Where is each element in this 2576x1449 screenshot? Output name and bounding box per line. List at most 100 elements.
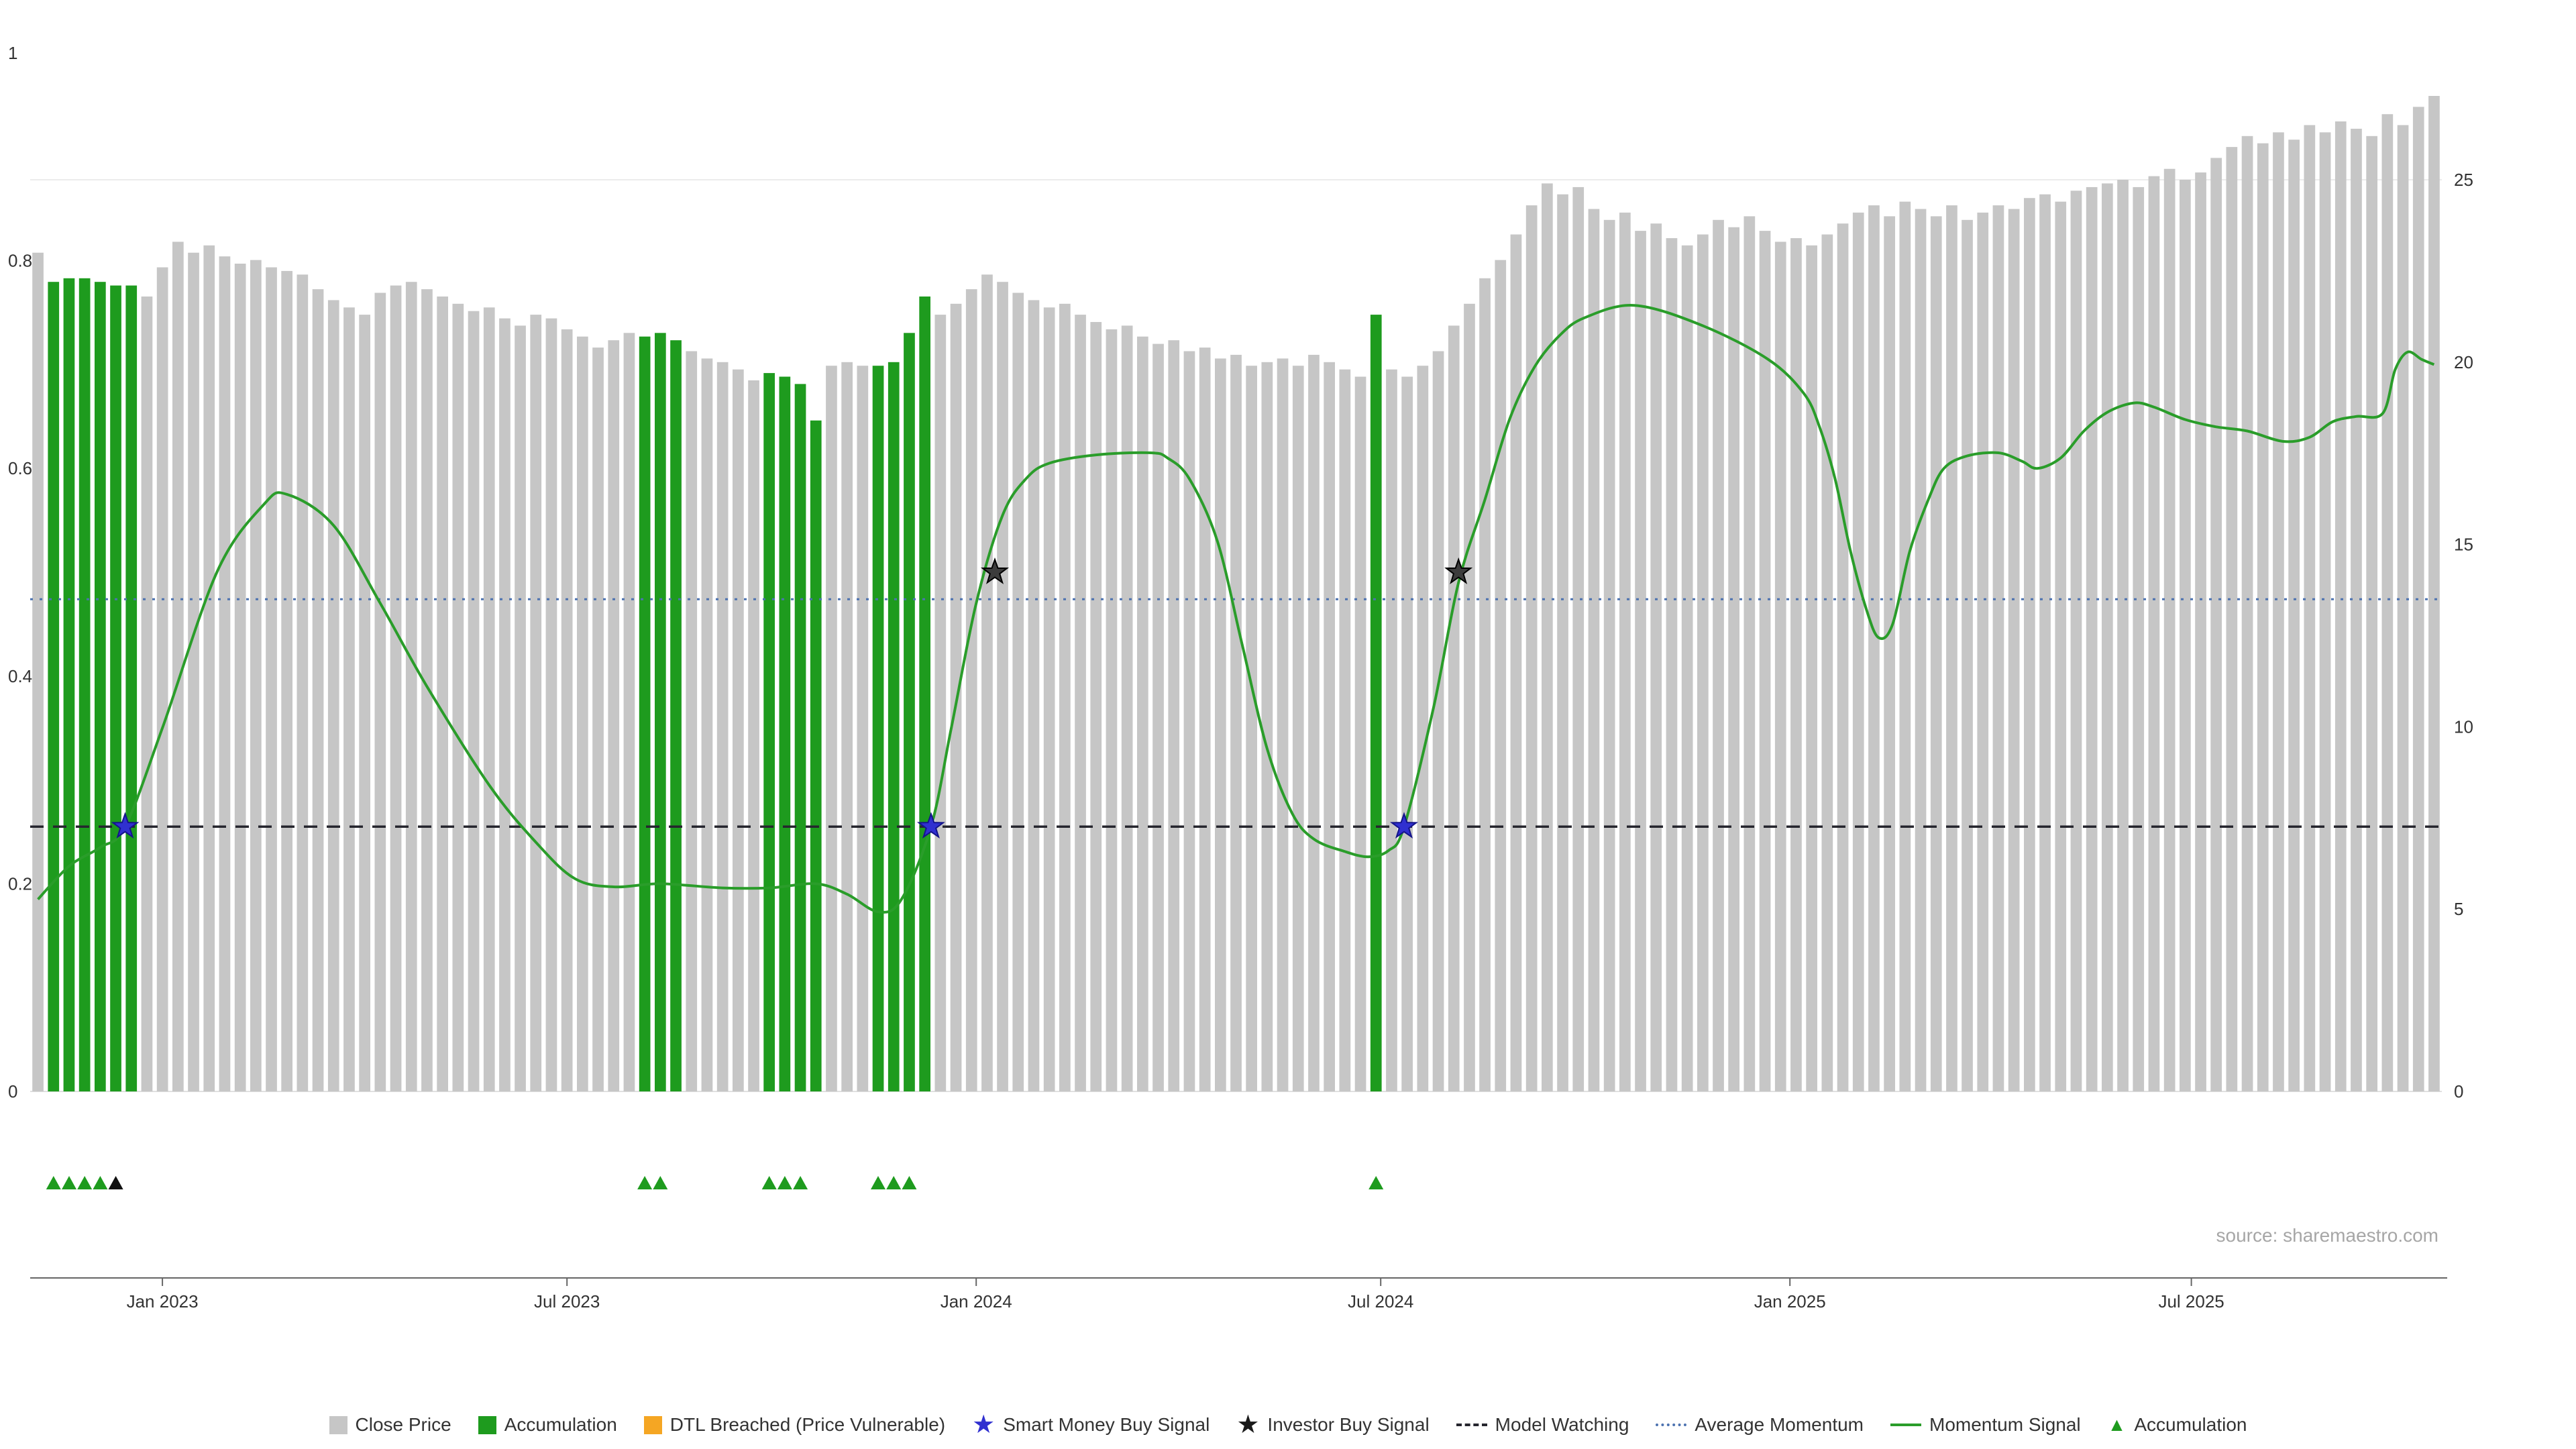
close-price-bar xyxy=(1525,205,1538,1092)
legend-item-accumulation[interactable]: ▲ Accumulation xyxy=(2108,1414,2247,1436)
legend-item-dtl-breached-price-vulnerable[interactable]: DTL Breached (Price Vulnerable) xyxy=(643,1414,945,1436)
accumulation-triangle-marker xyxy=(637,1176,653,1189)
close-price-bar xyxy=(1012,292,1024,1091)
accumulation-triangle-marker xyxy=(871,1176,885,1189)
accumulation-bar xyxy=(794,384,806,1091)
close-price-bar xyxy=(1479,278,1491,1091)
close-price-bar xyxy=(1542,183,1553,1091)
right-axis-tick-label: 20 xyxy=(2454,352,2473,372)
close-price-bar xyxy=(623,333,635,1091)
close-price-bar xyxy=(1028,300,1040,1091)
right-axis-tick-label: 5 xyxy=(2454,899,2463,919)
close-price-bar xyxy=(234,264,246,1091)
legend-item-smart-money-buy-signal[interactable]: ★ Smart Money Buy Signal xyxy=(972,1411,1210,1439)
legend-item-average-momentum[interactable]: Average Momentum xyxy=(1656,1414,1864,1436)
accumulation-triangle-marker xyxy=(46,1176,61,1189)
left-axis-tick-label: 1 xyxy=(8,43,17,63)
legend-item-investor-buy-signal[interactable]: ★ Investor Buy Signal xyxy=(1236,1411,1429,1439)
close-price-bar xyxy=(1697,234,1709,1091)
close-price-bar xyxy=(1308,354,1320,1091)
close-price-bar xyxy=(997,282,1008,1092)
close-price-bar xyxy=(545,318,557,1092)
close-price-bar xyxy=(1759,231,1771,1092)
close-price-bar xyxy=(1821,234,1833,1091)
close-price-bar xyxy=(701,358,713,1091)
close-price-bar xyxy=(1448,325,1460,1091)
legend-star-icon: ★ xyxy=(972,1411,996,1439)
close-price-bar xyxy=(1743,216,1756,1091)
legend-item-close-price[interactable]: Close Price xyxy=(329,1414,451,1436)
close-price-bar xyxy=(1401,376,1413,1091)
close-price-bar xyxy=(1557,194,1568,1092)
close-price-bar xyxy=(327,300,339,1091)
x-axis-tick-label: Jul 2024 xyxy=(1348,1291,1413,1311)
close-price-bar xyxy=(1386,369,1397,1092)
close-price-bar xyxy=(2319,132,2331,1091)
accumulation-bar xyxy=(670,340,682,1092)
close-price-bar xyxy=(1510,234,1522,1091)
accumulation-triangle-marker xyxy=(793,1176,808,1189)
accumulation-bar xyxy=(888,362,900,1091)
close-price-bar xyxy=(2086,186,2098,1091)
accumulation-triangle-marker xyxy=(62,1176,76,1189)
accumulation-bar xyxy=(125,285,138,1092)
close-price-bar xyxy=(1277,358,1289,1091)
legend-item-accumulation[interactable]: Accumulation xyxy=(478,1414,617,1436)
close-price-bar xyxy=(1837,223,1849,1092)
left-axis-tick-label: 0.6 xyxy=(8,458,32,478)
close-price-bar xyxy=(343,307,355,1091)
accumulation-triangle-marker xyxy=(902,1176,917,1189)
close-price-bar xyxy=(219,256,231,1092)
close-price-bar xyxy=(686,351,698,1091)
close-price-bar xyxy=(2241,136,2253,1091)
right-axis-tick-label: 0 xyxy=(2454,1081,2463,1102)
momentum-signal-line xyxy=(37,304,2435,914)
close-price-bar xyxy=(561,329,573,1091)
accumulation-triangle-marker xyxy=(886,1176,902,1189)
close-price-bar xyxy=(2070,191,2082,1091)
accumulation-bar xyxy=(48,282,60,1092)
close-price-bar xyxy=(1728,227,1739,1092)
legend-square-icon xyxy=(643,1415,662,1434)
close-price-bar xyxy=(2381,114,2394,1092)
x-axis-tick-label: Jan 2024 xyxy=(941,1291,1012,1311)
legend-item-label: Average Momentum xyxy=(1695,1414,1864,1435)
accumulation-bar xyxy=(63,278,75,1091)
legend-item-momentum-signal[interactable]: Momentum Signal xyxy=(1890,1414,2081,1436)
close-price-bar xyxy=(1121,325,1133,1091)
close-price-bar xyxy=(515,325,526,1091)
legend-star-icon: ★ xyxy=(1236,1411,1260,1439)
close-price-bar xyxy=(1603,219,1615,1091)
close-price-bar xyxy=(1899,201,1911,1092)
legend-item-label: Model Watching xyxy=(1495,1414,1629,1435)
x-axis-tick-label: Jan 2023 xyxy=(127,1291,199,1311)
close-price-bar xyxy=(172,241,184,1091)
close-price-bar xyxy=(1790,238,1802,1091)
close-price-bar xyxy=(2008,209,2020,1091)
x-axis-tick-label: Jan 2025 xyxy=(1754,1291,1826,1311)
accumulation-triangle-marker xyxy=(761,1176,777,1189)
close-price-bar xyxy=(1354,376,1366,1091)
close-price-bar xyxy=(857,366,869,1092)
accumulation-triangle-marker xyxy=(1368,1176,1384,1189)
close-price-bar xyxy=(1246,366,1257,1092)
close-price-bar xyxy=(2257,143,2269,1092)
accumulation-bar xyxy=(110,285,121,1092)
close-price-bar xyxy=(2334,121,2347,1091)
smart-money-buy-star-marker xyxy=(916,812,945,839)
close-price-bar xyxy=(1059,303,1071,1091)
close-price-bar xyxy=(2273,132,2284,1091)
legend-item-model-watching[interactable]: Model Watching xyxy=(1456,1414,1629,1436)
close-price-bar xyxy=(1137,336,1148,1092)
accumulation-bar xyxy=(655,333,666,1091)
dark-triangle-marker xyxy=(108,1176,123,1189)
close-price-bar xyxy=(1572,186,1585,1091)
close-price-bar xyxy=(1852,212,1864,1091)
close-price-bar xyxy=(266,267,277,1091)
accumulation-triangle-marker xyxy=(93,1176,108,1189)
close-price-bar xyxy=(592,347,604,1091)
legend-item-label: Momentum Signal xyxy=(1929,1414,2081,1435)
accumulation-bar xyxy=(78,278,91,1091)
accumulation-bar xyxy=(95,282,106,1092)
